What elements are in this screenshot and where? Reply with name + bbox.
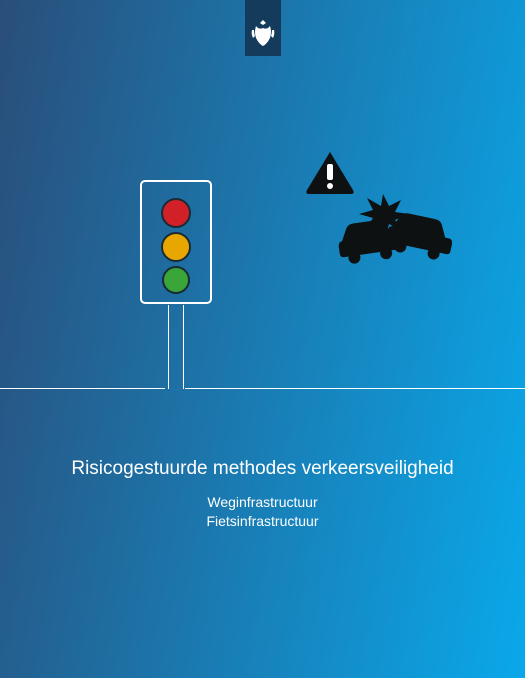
warning-triangle-icon [306,152,353,194]
main-title: Risicogestuurde methodes verkeersveiligh… [0,458,525,480]
logo-band [245,0,281,56]
car-crash-icon [336,194,456,266]
subtitle-2: Fietsinfrastructuur [0,513,525,529]
crest-icon [250,18,276,48]
road-line-left [0,388,165,389]
road-line-right [185,388,525,389]
subtitle-1: Weginfrastructuur [0,494,525,510]
traffic-light-icon [140,180,212,315]
traffic-light-pole [168,305,184,389]
title-block: Risicogestuurde methodes verkeersveiligh… [0,458,525,532]
cover-page: Risicogestuurde methodes verkeersveiligh… [0,0,525,678]
hazard-scene [305,150,465,295]
